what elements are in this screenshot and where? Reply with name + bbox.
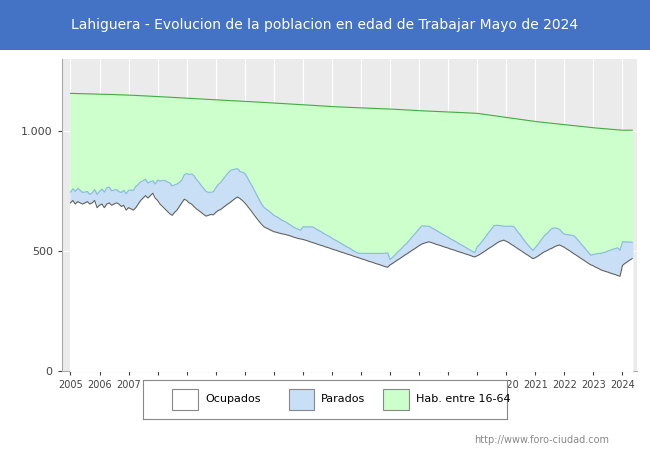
Text: Ocupados: Ocupados xyxy=(205,394,261,405)
FancyBboxPatch shape xyxy=(384,389,409,410)
Text: Lahiguera - Evolucion de la poblacion en edad de Trabajar Mayo de 2024: Lahiguera - Evolucion de la poblacion en… xyxy=(72,18,578,32)
FancyBboxPatch shape xyxy=(172,389,198,410)
Text: Hab. entre 16-64: Hab. entre 16-64 xyxy=(416,394,511,405)
Text: http://www.foro-ciudad.com: http://www.foro-ciudad.com xyxy=(474,435,610,445)
Text: Parados: Parados xyxy=(321,394,365,405)
FancyBboxPatch shape xyxy=(289,389,314,410)
